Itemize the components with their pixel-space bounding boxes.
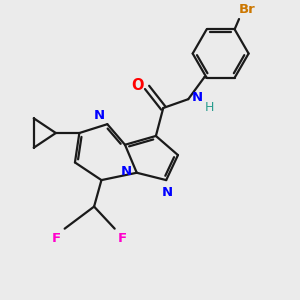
- Text: F: F: [52, 232, 61, 245]
- Text: F: F: [118, 232, 127, 245]
- Text: H: H: [205, 101, 214, 115]
- Text: N: N: [162, 186, 173, 199]
- Text: N: N: [120, 165, 131, 178]
- Text: N: N: [93, 109, 104, 122]
- Text: Br: Br: [239, 3, 256, 16]
- Text: N: N: [192, 91, 203, 104]
- Text: O: O: [131, 78, 143, 93]
